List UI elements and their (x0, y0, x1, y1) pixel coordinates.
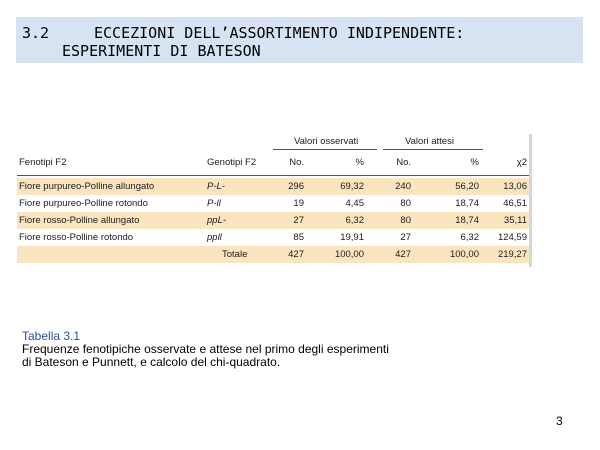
cell-observed-no: 296 (288, 181, 304, 192)
cell-expected-no: 240 (395, 181, 411, 192)
cell-phenotype: Fiore purpureo-Polline rotondo (19, 198, 148, 209)
table-row: Fiore rosso-Polline allungato ppL- 27 6,… (17, 212, 529, 229)
cell-phenotype: Fiore rosso-Polline allungato (19, 215, 140, 226)
cell-observed-pct: 4,45 (345, 198, 365, 209)
total-expected-pct: 100,00 (449, 249, 479, 260)
column-header-observed-pct: % (355, 157, 364, 168)
header-rule (17, 175, 529, 176)
cell-expected-no: 80 (400, 215, 411, 226)
column-header-chi-square: χ2 (516, 157, 527, 168)
caption-title: Tabella 3.1 (22, 329, 81, 343)
table-row: Fiore rosso-Polline rotondo ppll 85 19,9… (17, 229, 529, 246)
cell-observed-no: 27 (293, 215, 304, 226)
cell-expected-pct: 6,32 (460, 232, 480, 243)
cell-phenotype: Fiore purpureo-Polline allungato (19, 181, 155, 192)
cell-observed-no: 19 (293, 198, 304, 209)
cell-genotype: P-L- (207, 181, 225, 192)
table-row: Fiore purpureo-Polline rotondo P-ll 19 4… (17, 195, 529, 212)
cell-expected-no: 80 (400, 198, 411, 209)
cell-expected-no: 27 (400, 232, 411, 243)
cell-chi-square: 35,11 (503, 215, 527, 226)
total-observed-pct: 100,00 (334, 249, 364, 260)
data-table: Valori osservati Valori attesi Fenotipi … (17, 134, 532, 267)
cell-observed-pct: 19,91 (340, 232, 364, 243)
column-header-genotype: Genotipi F2 (207, 157, 257, 168)
slide-header: 3.2 ECCEZIONI DELL’ASSORTIMENTO INDIPEND… (16, 17, 583, 63)
total-label: Totale (222, 249, 248, 260)
group-underline-observed (273, 149, 377, 150)
column-header-expected-no: No. (396, 157, 411, 168)
section-number: 3.2 (22, 24, 50, 42)
cell-chi-square: 13,06 (503, 181, 527, 192)
page-number: 3 (556, 414, 563, 428)
group-header-observed: Valori osservati (294, 136, 359, 147)
total-chi-square: 219,27 (497, 249, 527, 260)
cell-genotype: ppL- (207, 215, 227, 226)
slide-title-line-1: ECCEZIONI DELL’ASSORTIMENTO INDIPENDENTE… (94, 24, 465, 42)
cell-observed-no: 85 (293, 232, 304, 243)
slide-title-line-2: ESPERIMENTI DI BATESON (62, 42, 261, 60)
column-header-expected-pct: % (470, 157, 479, 168)
cell-genotype: P-ll (207, 198, 221, 209)
table-header-row: Fenotipi F2 Genotipi F2 No. % No. % χ2 (17, 154, 529, 171)
column-header-phenotype: Fenotipi F2 (19, 157, 67, 168)
cell-observed-pct: 69,32 (340, 181, 364, 192)
cell-expected-pct: 56,20 (455, 181, 479, 192)
table-row: Fiore purpureo-Polline allungato P-L- 29… (17, 178, 529, 195)
cell-phenotype: Fiore rosso-Polline rotondo (19, 232, 134, 243)
cell-genotype: ppll (207, 232, 222, 243)
column-header-observed-no: No. (289, 157, 304, 168)
total-observed-no: 427 (288, 249, 304, 260)
table-caption: Tabella 3.1 Frequenze fenotipiche osserv… (22, 330, 472, 369)
table-total-row: Totale 427 100,00 427 100,00 219,27 (17, 246, 529, 263)
group-underline-expected (383, 149, 483, 150)
cell-expected-pct: 18,74 (455, 215, 479, 226)
cell-chi-square: 124,59 (497, 232, 527, 243)
cell-expected-pct: 18,74 (455, 198, 479, 209)
caption-line-2: di Bateson e Punnett, e calcolo del chi-… (22, 355, 281, 369)
cell-chi-square: 46,51 (503, 198, 527, 209)
group-header-expected: Valori attesi (405, 136, 454, 147)
caption-line-1: Frequenze fenotipiche osservate e attese… (22, 342, 389, 356)
total-expected-no: 427 (395, 249, 411, 260)
cell-observed-pct: 6,32 (345, 215, 365, 226)
